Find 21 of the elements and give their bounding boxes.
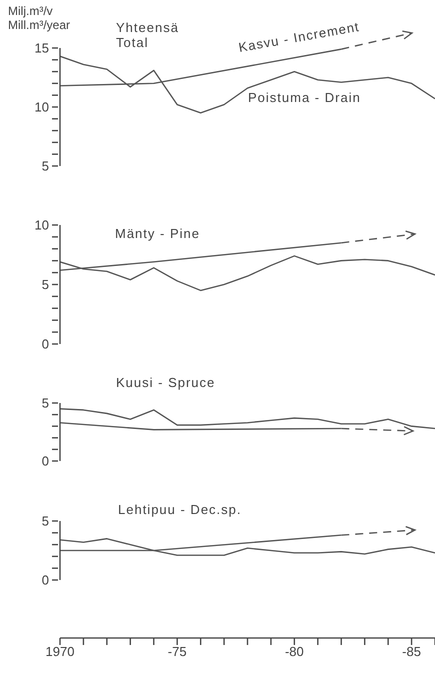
x-tick-label: -80 [284, 644, 304, 660]
y-tick-label: 10 [34, 218, 49, 233]
y-axis-title: Milj.m³/v Mill.m³/year [8, 4, 70, 32]
y-tick-label: 5 [42, 158, 49, 174]
y-tick-label: 10 [34, 100, 49, 115]
annotation: Poistuma - Drain [248, 90, 361, 105]
x-tick-label: -85 [402, 644, 421, 660]
x-tick-label: 1970 [46, 644, 74, 660]
y-tick-label: 0 [42, 454, 49, 469]
chart-title: Lehtipuu - Dec.sp. [118, 502, 242, 517]
annotation: Kasvu - Increment [237, 18, 361, 55]
y-tick-label: 0 [42, 572, 49, 588]
x-tick-label: -75 [168, 644, 187, 660]
chart-title: Mänty - Pine [115, 226, 200, 241]
y-tick-label: 0 [42, 336, 49, 352]
chart-title: Yhteensä Total [116, 20, 179, 50]
y-tick-label: 15 [34, 40, 49, 56]
y-tick-label: 5 [42, 277, 49, 292]
y-tick-label: 5 [42, 514, 49, 529]
chart-title: Kuusi - Spruce [116, 375, 216, 390]
y-tick-label: 5 [42, 396, 49, 411]
